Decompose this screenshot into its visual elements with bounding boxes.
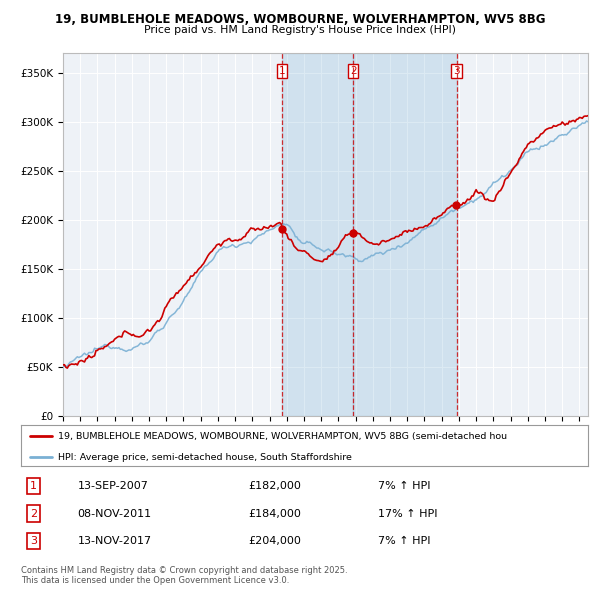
Text: 13-SEP-2007: 13-SEP-2007 [78, 481, 149, 491]
Text: 08-NOV-2011: 08-NOV-2011 [78, 509, 152, 519]
Text: 1: 1 [278, 66, 285, 76]
Text: 2: 2 [30, 509, 37, 519]
Text: Contains HM Land Registry data © Crown copyright and database right 2025.
This d: Contains HM Land Registry data © Crown c… [21, 566, 347, 585]
Text: 19, BUMBLEHOLE MEADOWS, WOMBOURNE, WOLVERHAMPTON, WV5 8BG (semi-detached hou: 19, BUMBLEHOLE MEADOWS, WOMBOURNE, WOLVE… [58, 432, 507, 441]
Text: 7% ↑ HPI: 7% ↑ HPI [378, 481, 431, 491]
Text: Price paid vs. HM Land Registry's House Price Index (HPI): Price paid vs. HM Land Registry's House … [144, 25, 456, 35]
Bar [282, 53, 353, 416]
Text: £182,000: £182,000 [248, 481, 301, 491]
Text: 7% ↑ HPI: 7% ↑ HPI [378, 536, 431, 546]
Text: 3: 3 [30, 536, 37, 546]
Text: 19, BUMBLEHOLE MEADOWS, WOMBOURNE, WOLVERHAMPTON, WV5 8BG: 19, BUMBLEHOLE MEADOWS, WOMBOURNE, WOLVE… [55, 13, 545, 26]
Text: 3: 3 [454, 66, 460, 76]
Text: 1: 1 [30, 481, 37, 491]
Text: £184,000: £184,000 [248, 509, 301, 519]
Text: HPI: Average price, semi-detached house, South Staffordshire: HPI: Average price, semi-detached house,… [58, 453, 352, 461]
Text: £204,000: £204,000 [248, 536, 301, 546]
Text: 13-NOV-2017: 13-NOV-2017 [78, 536, 152, 546]
Bar [353, 53, 457, 416]
Text: 17% ↑ HPI: 17% ↑ HPI [378, 509, 438, 519]
Text: 2: 2 [350, 66, 356, 76]
